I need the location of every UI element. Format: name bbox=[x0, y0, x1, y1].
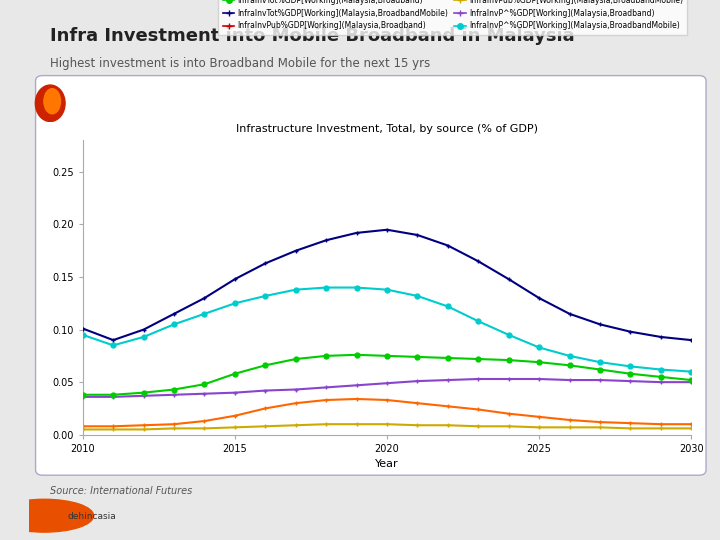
Text: Source: International Futures: Source: International Futures bbox=[50, 486, 192, 496]
Title: Infrastructure Investment, Total, by source (% of GDP): Infrastructure Investment, Total, by sou… bbox=[236, 124, 538, 134]
Text: Highest investment is into Broadband Mobile for the next 15 yrs: Highest investment is into Broadband Mob… bbox=[50, 57, 430, 70]
Circle shape bbox=[0, 500, 94, 532]
Text: Infra Investment into Mobile Broadband in Malaysia: Infra Investment into Mobile Broadband i… bbox=[50, 27, 574, 45]
Ellipse shape bbox=[35, 85, 65, 122]
Text: dehincasia: dehincasia bbox=[68, 512, 117, 521]
X-axis label: Year: Year bbox=[375, 460, 399, 469]
FancyBboxPatch shape bbox=[35, 76, 706, 475]
Ellipse shape bbox=[44, 89, 60, 114]
Legend: InfraInvTot%GDP[Working](Malaysia,Broadband), InfraInvTot%GDP[Working](Malaysia,: InfraInvTot%GDP[Working](Malaysia,Broadb… bbox=[218, 0, 688, 35]
